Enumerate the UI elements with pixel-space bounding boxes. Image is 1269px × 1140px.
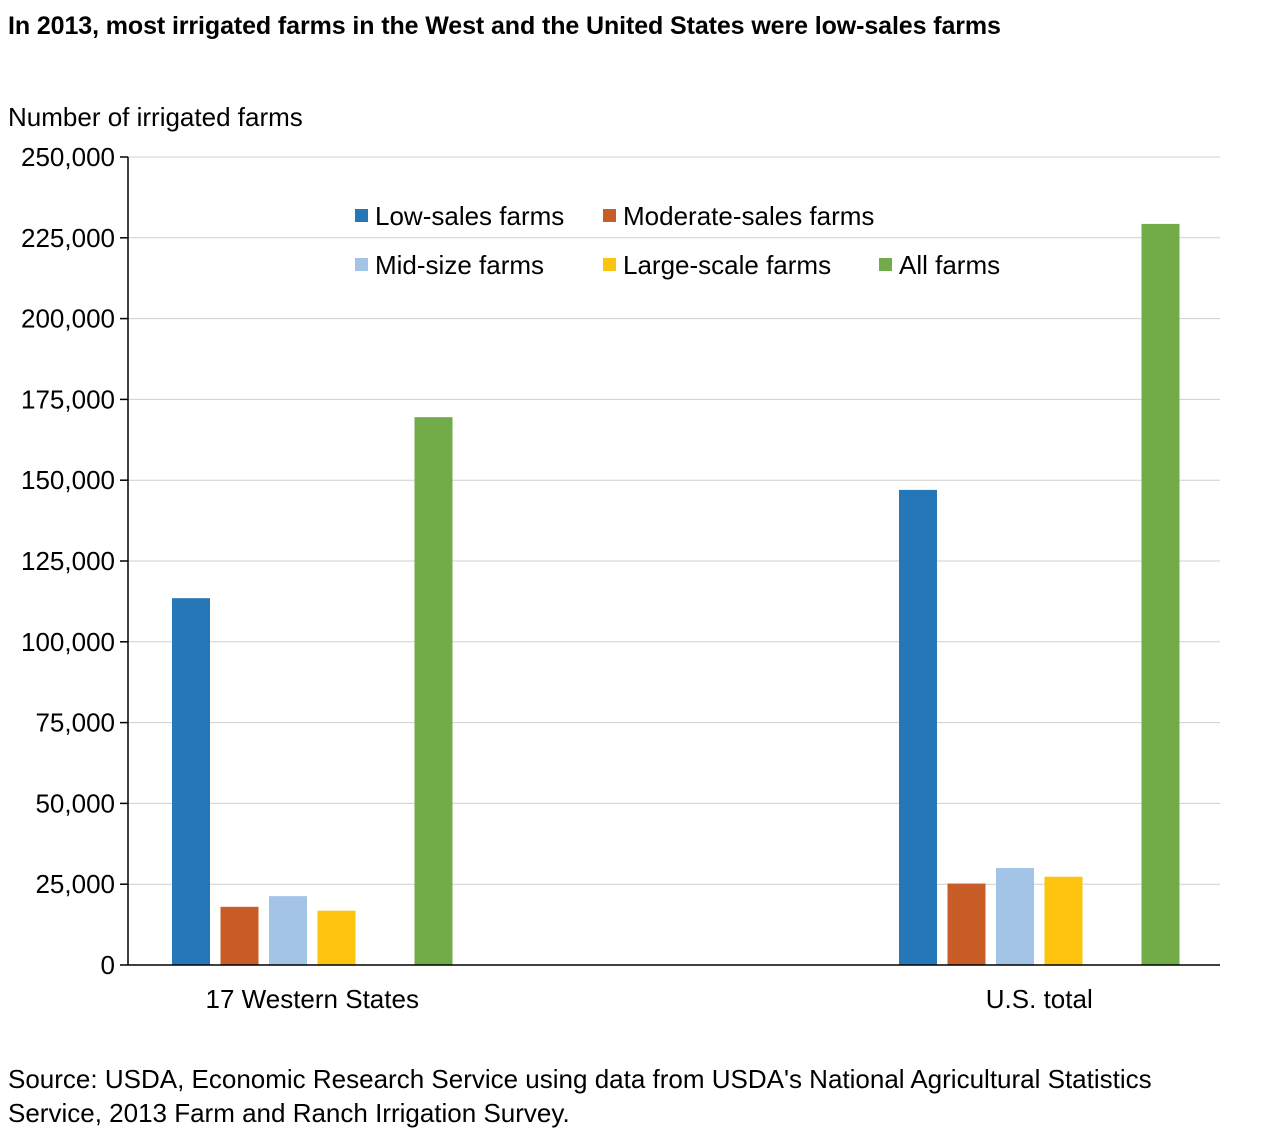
- legend-label: Low-sales farms: [375, 201, 564, 231]
- bar-chart: 0 25,000 50,000 75,000 100,000 125,000 150,000…: [21, 142, 1220, 1014]
- y-tick-label: 50,000: [35, 788, 115, 818]
- y-tick-label: 125,000: [21, 546, 115, 576]
- legend-swatch: [879, 258, 892, 271]
- y-tick-label: 100,000: [21, 627, 115, 657]
- axes: [127, 157, 1220, 966]
- y-tick-label: 75,000: [35, 708, 115, 738]
- bar-moderate-sales-farms: [947, 883, 986, 965]
- chart-title: In 2013, most irrigated farms in the Wes…: [8, 12, 1001, 40]
- bar-large-scale-farms: [317, 910, 356, 965]
- legend-swatch: [603, 209, 616, 222]
- bar-low-sales-farms: [172, 598, 210, 965]
- y-tick-label: 250,000: [21, 142, 115, 172]
- y-tick-label: 150,000: [21, 465, 115, 495]
- y-axis-ticks: 0 25,000 50,000 75,000 100,000 125,000 150,000…: [21, 142, 128, 980]
- legend-label: Moderate-sales farms: [623, 201, 874, 231]
- y-tick-label: 200,000: [21, 304, 115, 334]
- y-axis-label: Number of irrigated farms: [8, 102, 303, 132]
- bar-mid-size-farms: [996, 868, 1034, 965]
- source-note: Source: USDA, Economic Research Service …: [8, 1064, 1152, 1128]
- y-tick-label: 175,000: [21, 384, 115, 414]
- gridlines: [128, 156, 1220, 885]
- bar-large-scale-farms: [1044, 876, 1083, 965]
- bar-all-farms: [414, 417, 453, 965]
- x-axis-ticks: 17 Western States U.S. total: [206, 984, 1093, 1014]
- legend: Low-sales farms Moderate-sales farms Mid-s…: [355, 201, 1000, 280]
- legend-label: Large-scale farms: [623, 250, 831, 280]
- legend-swatch: [355, 258, 368, 271]
- legend-swatch: [603, 258, 616, 271]
- legend-label: Mid-size farms: [375, 250, 544, 280]
- bar-mid-size-farms: [269, 896, 307, 965]
- legend-swatch: [355, 209, 368, 222]
- legend-label: All farms: [899, 250, 1000, 280]
- bars: [172, 223, 1180, 965]
- y-tick-label: 0: [101, 950, 115, 980]
- bar-low-sales-farms: [899, 489, 937, 965]
- bar-moderate-sales-farms: [220, 906, 259, 965]
- y-tick-label: 225,000: [21, 223, 115, 253]
- x-category-label: 17 Western States: [206, 984, 419, 1014]
- x-category-label: U.S. total: [986, 984, 1093, 1014]
- y-tick-label: 25,000: [35, 869, 115, 899]
- bar-all-farms: [1141, 223, 1180, 965]
